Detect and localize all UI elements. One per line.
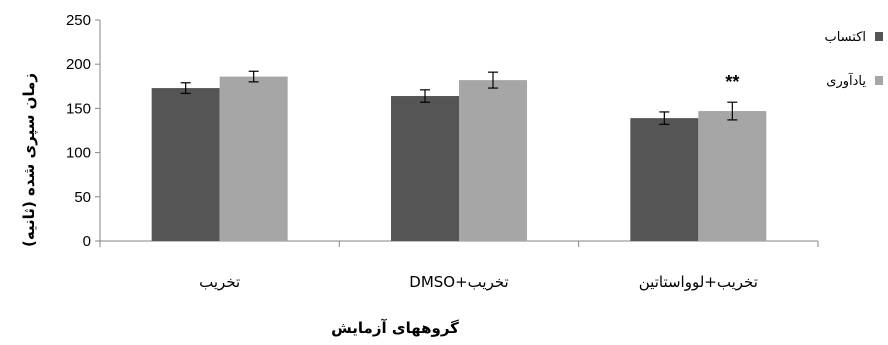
legend-label: یادآوری [826,72,866,89]
y-tick-label: 0 [83,233,91,250]
bar [391,96,459,241]
bars-group: ** [151,70,767,242]
category-label: تخریب+لوواستاتین [639,273,758,291]
legend-swatch [875,32,883,41]
legend-label: اکتساب [824,30,866,45]
bar [630,118,699,241]
x-axis [99,240,819,247]
bar [698,111,767,241]
legend-swatch [875,76,883,85]
y-tick-label: 250 [66,12,91,29]
y-tick-label: 200 [66,56,91,73]
bar [459,80,527,241]
category-label: تخریب+DMSO [409,273,508,291]
y-tick-label: 50 [74,189,91,206]
y-axis-title: زمان سپری شده (ثانیه) [20,73,39,247]
y-tick-label: 150 [66,100,91,117]
category-labels: تخریب تخریب+DMSO تخریب+لوواستاتین [199,273,758,291]
bar [219,76,288,242]
category-label: تخریب [199,273,240,291]
x-axis-title: گروههای آزمایش [331,319,459,337]
significance-label: ** [725,72,739,92]
y-tick-label: 100 [66,145,91,162]
bar [151,88,220,242]
y-axis: 0 50 100 150 200 250 [66,12,101,250]
legend: اکتساب یادآوری [824,30,883,89]
